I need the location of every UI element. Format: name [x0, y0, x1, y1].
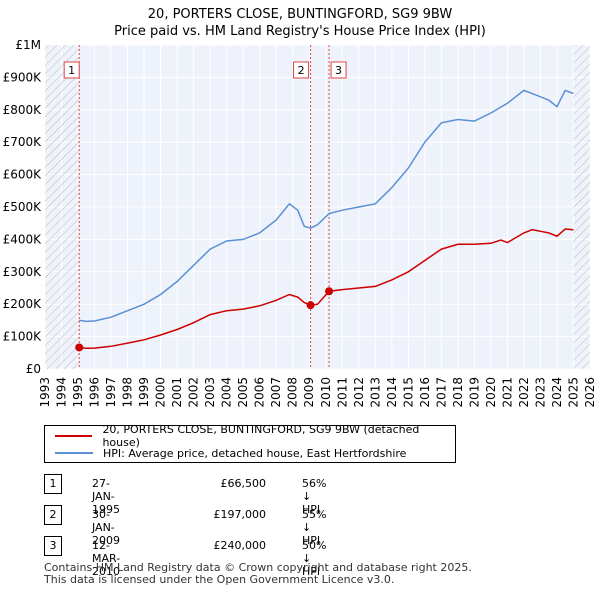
transaction-number: 3 [44, 536, 62, 556]
x-tick-label: 2014 [385, 377, 399, 408]
x-tick-label: 2006 [253, 377, 267, 408]
x-tick-label: 2010 [319, 377, 333, 408]
x-tick-label: 2023 [533, 377, 547, 408]
x-tick-label: 2012 [352, 377, 366, 408]
y-tick-label: £600K [3, 168, 43, 182]
footer-license: This data is licensed under the Open Gov… [44, 573, 395, 586]
x-tick-label: 2008 [286, 377, 300, 408]
x-tick-label: 2009 [302, 377, 316, 408]
sale-point [306, 301, 315, 310]
marker-box [330, 61, 347, 79]
y-tick-label: £100K [3, 330, 43, 344]
y-tick-label: £900K [3, 70, 43, 84]
legend-item-property: 20, PORTERS CLOSE, BUNTINGFORD, SG9 9BW … [55, 423, 455, 449]
hatch-region-before [45, 45, 80, 369]
marker-box-label: 1 [68, 64, 75, 77]
x-tick-label: 2013 [368, 377, 382, 408]
legend-label-property: 20, PORTERS CLOSE, BUNTINGFORD, SG9 9BW … [102, 423, 420, 449]
x-tick-label: 2007 [269, 377, 283, 408]
transaction-price: £240,000 [213, 539, 267, 552]
y-tick-label: £700K [3, 135, 43, 149]
sale-point [75, 343, 84, 352]
marker-box [63, 61, 80, 79]
legend: 20, PORTERS CLOSE, BUNTINGFORD, SG9 9BW … [44, 423, 456, 463]
transaction-number: 1 [44, 474, 62, 494]
x-tick-label: 2025 [566, 377, 580, 408]
chart-title: 20, PORTERS CLOSE, BUNTINGFORD, SG9 9BW [148, 7, 453, 22]
x-tick-label: 2005 [236, 377, 250, 408]
transaction-date: 27-JAN-1995 [92, 477, 120, 516]
x-tick-label: 2001 [170, 377, 184, 408]
price-chart: 20, PORTERS CLOSE, BUNTINGFORD, SG9 9BW … [3, 7, 597, 408]
x-tick-label: 2011 [335, 377, 349, 408]
transaction-price: £197,000 [213, 508, 267, 521]
x-tick-label: 2015 [401, 377, 415, 408]
legend-item-hpi: HPI: Average price, detached house, East… [55, 445, 406, 461]
y-tick-label: £800K [3, 103, 43, 117]
transaction-hpi: 55% ↓ HPI [302, 508, 327, 547]
transaction-number: 2 [44, 505, 62, 525]
x-tick-label: 2018 [451, 377, 465, 408]
x-tick-label: 2004 [220, 377, 234, 408]
x-tick-label: 1994 [55, 377, 69, 408]
y-tick-label: £400K [3, 232, 43, 246]
legend-swatch-property [55, 435, 93, 437]
transaction-price: £66,500 [220, 477, 267, 490]
y-tick-label: £300K [3, 265, 43, 279]
transaction-date: 30-JAN-2009 [92, 508, 120, 547]
x-tick-label: 1998 [121, 377, 135, 408]
x-tick-label: 2020 [484, 377, 498, 408]
marker-box-label: 3 [335, 64, 342, 77]
marker-box-label: 2 [298, 64, 305, 77]
footer-copyright: Contains HM Land Registry data © Crown c… [44, 561, 472, 574]
x-tick-label: 2024 [550, 377, 564, 408]
hatch-region-after [573, 45, 590, 369]
x-tick-label: 2002 [187, 377, 201, 408]
legend-label-hpi: HPI: Average price, detached house, East… [103, 446, 407, 460]
x-tick-label: 1995 [71, 377, 85, 408]
x-tick-label: 1997 [104, 377, 118, 408]
x-tick-label: 1999 [137, 377, 151, 408]
y-tick-label: £200K [3, 297, 43, 311]
series-line [79, 89, 574, 323]
y-tick-label: £0 [26, 362, 41, 376]
legend-swatch-hpi [55, 452, 93, 454]
x-tick-label: 2000 [154, 377, 168, 408]
y-tick-label: £1M [15, 38, 41, 52]
x-tick-label: 2021 [500, 377, 514, 408]
x-tick-label: 1993 [38, 377, 52, 408]
x-tick-label: 2017 [434, 377, 448, 408]
transaction-hpi: 56% ↓ HPI [302, 477, 327, 516]
x-tick-label: 1996 [88, 377, 102, 408]
marker-box [293, 61, 310, 79]
x-tick-label: 2003 [203, 377, 217, 408]
sale-point [325, 287, 334, 296]
x-tick-label: 2016 [418, 377, 432, 408]
y-tick-label: £500K [3, 200, 43, 214]
x-tick-label: 2019 [467, 377, 481, 408]
transaction-date: 12-MAR-2010 [92, 539, 121, 578]
x-tick-label: 2026 [583, 377, 597, 408]
chart-subtitle: Price paid vs. HM Land Registry's House … [114, 24, 486, 39]
x-tick-label: 2022 [517, 377, 531, 408]
transaction-hpi: 50% ↓ HPI [302, 539, 327, 578]
